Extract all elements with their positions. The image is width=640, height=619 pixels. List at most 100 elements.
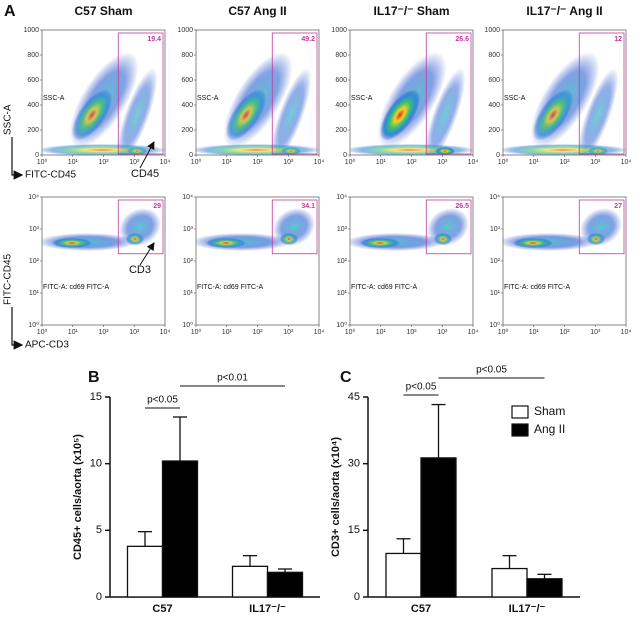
bar [161, 460, 199, 598]
gate [425, 32, 472, 155]
y-axis-title: CD45+ cells/aorta (x10⁵) [72, 434, 84, 560]
flow-plot: 12 SSC-A [503, 30, 626, 155]
bar [266, 571, 304, 598]
x-tick-label: 10⁴ [468, 329, 479, 336]
flow-plot: 29 FITC-A: cd69 FITC-A [42, 197, 165, 325]
x-tick-label: 10⁴ [160, 159, 171, 166]
x-tick-label: 10¹ [68, 329, 79, 336]
x-tick-label: 10¹ [529, 159, 540, 166]
y-tick-label: 600 [181, 77, 193, 84]
x-tick-label: 10³ [437, 329, 448, 336]
bar [231, 565, 269, 598]
x-tick-label: 10⁰ [37, 158, 48, 166]
x-tick-label: 10³ [590, 329, 601, 336]
y-tick-label: 1000 [177, 27, 193, 34]
y-tick-label: 0 [496, 152, 500, 159]
y-tick-label: 0 [35, 152, 39, 159]
x-tick-label: 10² [252, 329, 263, 336]
x-tick-label: 10⁰ [498, 328, 509, 336]
y-tick-label: 10⁴ [182, 194, 193, 201]
gate-percent: 26.6 [455, 36, 469, 43]
x-tick-label: 10³ [283, 329, 294, 336]
x-tick-label: 10⁴ [160, 329, 171, 336]
gate-percent: 27 [614, 203, 622, 210]
density [280, 233, 298, 245]
y-tick-label: 200 [335, 127, 347, 134]
legend-label: Ang II [534, 422, 565, 436]
marker-label: CD45 [131, 168, 159, 180]
y-tick-label: 10⁰ [182, 321, 193, 329]
x-tick-label: 10⁴ [621, 329, 632, 336]
plot-label: FITC-A: cd69 FITC-A [43, 284, 109, 291]
x-tick-label: 10⁴ [621, 159, 632, 166]
y-axis-title: FITC-CD45 [3, 253, 14, 305]
y-tick-label: 10³ [183, 226, 194, 233]
x-tick-label: 10¹ [222, 159, 233, 166]
x-tick-label: 10⁰ [191, 158, 202, 166]
y-tick-label: 400 [27, 102, 39, 109]
density [424, 67, 466, 155]
y-tick-label: 600 [488, 77, 500, 84]
x-axis-title: APC-CD3 [25, 340, 69, 351]
y-tick-label: 10³ [490, 226, 501, 233]
x-tick-label: 10⁰ [345, 158, 356, 166]
y-tick-label: 15 [90, 391, 102, 403]
x-tick-label: 10⁴ [314, 159, 325, 166]
plot-label: SSC-A [197, 95, 219, 102]
panel-label: B [88, 369, 100, 386]
axis-arrow [11, 137, 24, 180]
x-tick-label: 10⁴ [314, 329, 325, 336]
y-tick-label: 10¹ [490, 290, 501, 297]
density [71, 89, 113, 141]
significance-label: p<0.05 [476, 365, 507, 376]
gate-percent: 12 [614, 36, 622, 43]
density [360, 238, 400, 248]
y-tick-label: 10⁴ [28, 194, 39, 201]
x-tick-label: 10⁰ [37, 328, 48, 336]
y-tick-label: 800 [335, 52, 347, 59]
flow-plot: 26.6 SSC-A [350, 30, 473, 155]
gate-percent: 19.4 [147, 36, 161, 43]
legend-label: Sham [534, 404, 565, 418]
density [126, 233, 144, 245]
bar [420, 457, 457, 598]
significance-label: p<0.05 [406, 382, 437, 393]
y-tick-label: 10⁰ [28, 321, 39, 329]
y-tick-label: 200 [181, 127, 193, 134]
x-tick-label: 10³ [129, 159, 140, 166]
legend-swatch [511, 405, 529, 419]
x-tick-label: 10¹ [222, 329, 233, 336]
y-tick-label: 30 [348, 458, 360, 470]
plot-label: FITC-A: cd69 FITC-A [504, 284, 570, 291]
plot-label: SSC-A [43, 95, 65, 102]
y-tick-label: 800 [488, 52, 500, 59]
y-tick-label: 400 [335, 102, 347, 109]
y-tick-label: 0 [354, 591, 360, 603]
x-axis-title: FITC-CD45 [25, 170, 77, 181]
gate [271, 199, 318, 255]
density [434, 233, 452, 245]
gate [271, 32, 318, 155]
gate [425, 199, 472, 255]
y-tick-label: 1000 [331, 27, 347, 34]
significance-label: p<0.05 [147, 395, 178, 406]
y-tick-label: 0 [96, 591, 102, 603]
marker-label: CD3 [129, 264, 151, 276]
x-tick-label: C57 [152, 603, 172, 615]
y-tick-label: 10² [337, 258, 348, 265]
gate-percent: 34.1 [301, 203, 315, 210]
gate [117, 32, 164, 155]
x-tick-label: 10² [559, 159, 570, 166]
x-tick-label: IL17⁻/⁻ [509, 603, 546, 615]
column-title: IL17⁻/⁻ Ang II [526, 4, 602, 18]
flow-plot: 27 FITC-A: cd69 FITC-A [503, 197, 626, 325]
x-tick-label: 10³ [283, 159, 294, 166]
bar [385, 552, 422, 598]
x-tick-label: 10¹ [376, 329, 387, 336]
density [532, 89, 574, 141]
plot-label: SSC-A [504, 95, 526, 102]
y-axis-title: SSC-A [3, 104, 14, 135]
column-title: C57 Sham [74, 4, 132, 18]
density [588, 147, 608, 155]
